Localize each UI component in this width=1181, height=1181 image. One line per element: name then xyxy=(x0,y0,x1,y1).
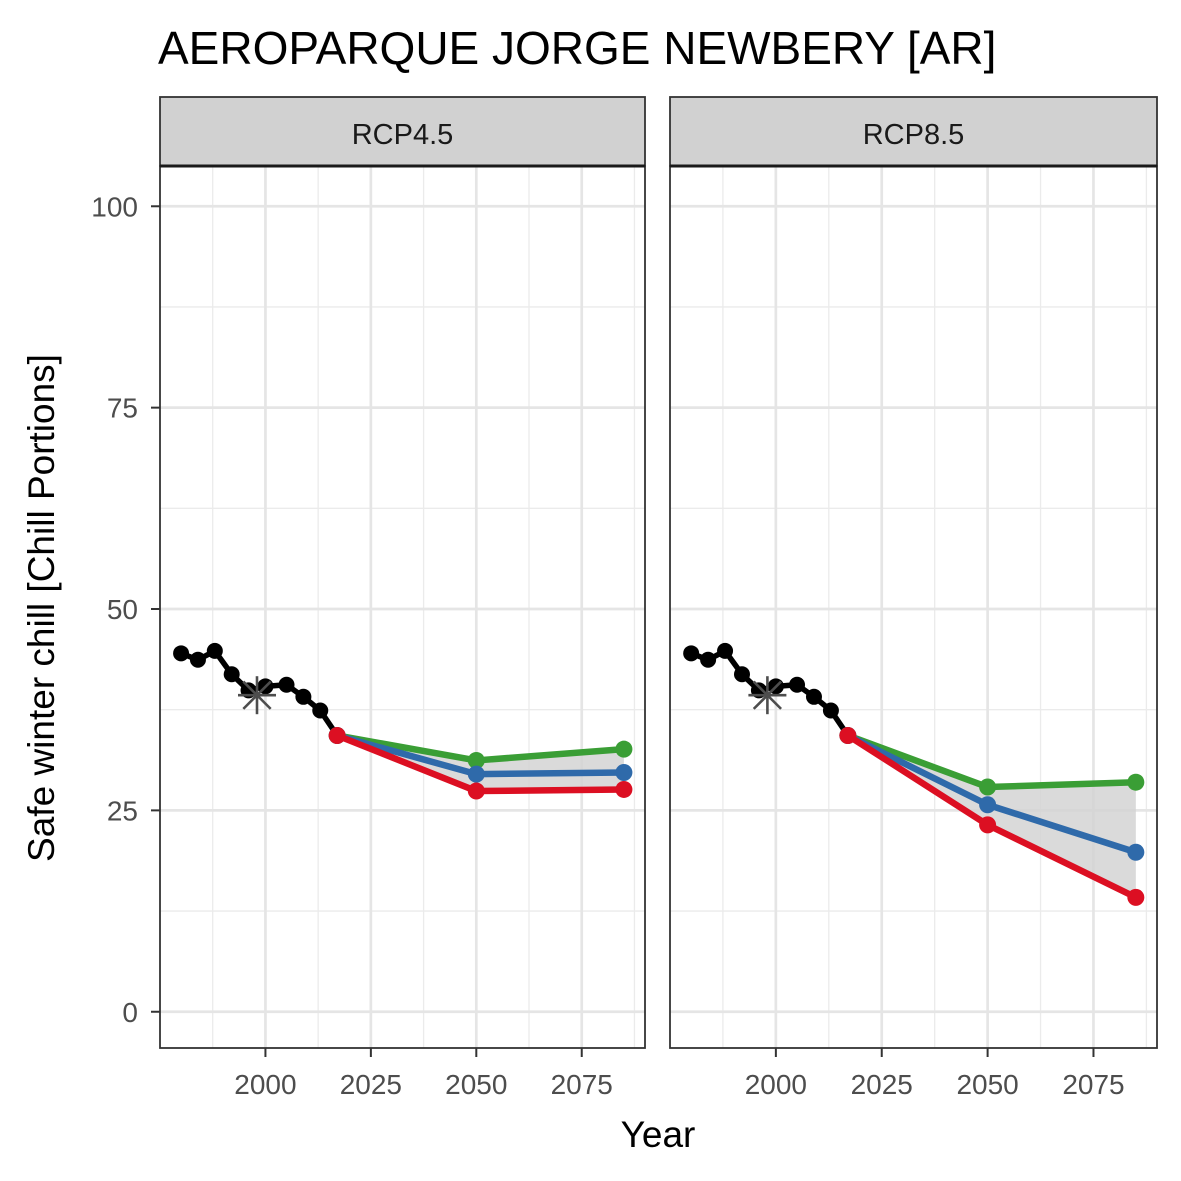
scenario-point-high xyxy=(615,740,633,758)
historic-point xyxy=(683,645,700,662)
y-tick-label: 75 xyxy=(107,393,138,424)
baseline-marker xyxy=(238,676,276,715)
x-tick-label: 2050 xyxy=(956,1069,1018,1100)
x-axis-title: Year xyxy=(621,1114,696,1155)
historic-point xyxy=(805,688,822,705)
x-tick-label: 2075 xyxy=(551,1069,613,1100)
chart-title: AEROPARQUE JORGE NEWBERY [AR] xyxy=(158,22,996,74)
baseline-marker-stroke xyxy=(242,680,272,710)
scenario-point-low xyxy=(615,780,633,798)
x-tick-label: 2025 xyxy=(340,1069,402,1100)
y-tick-label: 100 xyxy=(91,191,138,222)
historic-point xyxy=(173,645,190,662)
y-tick-label: 50 xyxy=(107,594,138,625)
y-tick-label: 25 xyxy=(107,795,138,826)
scenario-point-mid xyxy=(467,765,485,783)
scenario-point-mid xyxy=(979,796,997,814)
scenario-point-low xyxy=(839,726,857,744)
strip-background xyxy=(669,96,1158,167)
plot-background xyxy=(670,166,1157,1048)
y-axis-title: Safe winter chill [Chill Portions] xyxy=(21,354,62,862)
x-tick-label: 2025 xyxy=(851,1069,913,1100)
historic-point xyxy=(822,702,839,719)
scenario-point-low xyxy=(979,816,997,834)
strip-background xyxy=(159,96,646,167)
scenario-point-low xyxy=(328,726,346,744)
historic-point xyxy=(312,702,329,719)
strip-label: RCP8.5 xyxy=(863,119,965,151)
x-tick-label: 2075 xyxy=(1062,1069,1124,1100)
panel-rcp45: RCP4.5 2000 2025 2050 2075 0 25 50 75 100 xyxy=(91,96,646,1100)
y-tick-label: 0 xyxy=(122,997,138,1028)
baseline-marker xyxy=(748,676,787,715)
x-tick-label: 2000 xyxy=(745,1069,807,1100)
scenario-range-band xyxy=(847,735,1136,898)
strip-label: RCP4.5 xyxy=(352,119,454,151)
x-tick-label: 2000 xyxy=(234,1069,296,1100)
scenario-point-mid xyxy=(615,764,633,782)
scenario-point-low xyxy=(467,782,485,800)
historic-point xyxy=(223,666,240,683)
historic-point xyxy=(189,651,206,668)
scenario-point-mid xyxy=(1127,843,1145,861)
panel-rcp85: RCP8.5 2000 2025 2050 2075 xyxy=(669,96,1158,1100)
x-tick-label: 2050 xyxy=(445,1069,507,1100)
historic-point xyxy=(206,642,223,659)
baseline-marker-stroke xyxy=(752,680,782,710)
scenario-point-high xyxy=(979,778,997,796)
scenario-point-high xyxy=(1127,773,1145,791)
historic-point xyxy=(700,651,717,668)
scenario-point-low xyxy=(1127,888,1145,906)
historic-point xyxy=(278,676,295,693)
historic-point xyxy=(295,688,312,705)
plot-background xyxy=(160,166,645,1048)
scenario-point-high xyxy=(467,751,485,769)
historic-point xyxy=(733,666,750,683)
historic-point xyxy=(717,642,734,659)
historic-point xyxy=(789,676,806,693)
